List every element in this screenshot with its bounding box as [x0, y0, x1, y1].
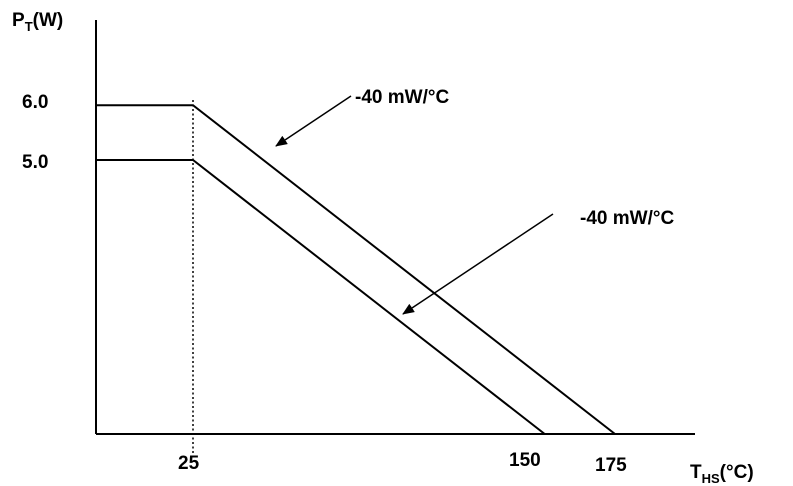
annotation-label-upper: -40 mW/°C: [355, 87, 449, 108]
x-tick-label-175: 175: [595, 455, 627, 476]
y-axis-label-main: P: [12, 10, 25, 31]
series-line-5w: [96, 159, 546, 435]
x-tick-label-150: 150: [509, 450, 541, 471]
y-axis-label-unit: (W): [33, 10, 64, 31]
series-line-6w: [96, 104, 616, 435]
x-axis-label: THS(°C): [690, 462, 754, 486]
x-axis-label-unit: (°C): [720, 462, 754, 483]
y-axis-label-sub: T: [25, 19, 33, 34]
annotation-arrow-lower: [402, 213, 554, 315]
x-axis-label-main: T: [690, 462, 702, 483]
x-tick-label-25: 25: [178, 453, 200, 474]
y-tick-label-6: 6.0: [22, 92, 48, 113]
y-tick-label-5: 5.0: [22, 152, 48, 173]
annotation-label-lower: -40 mW/°C: [580, 208, 674, 229]
y-axis-label: PT(W): [12, 10, 63, 34]
x-axis-label-sub: HS: [702, 471, 720, 486]
annotation-arrow-upper: [275, 95, 352, 147]
